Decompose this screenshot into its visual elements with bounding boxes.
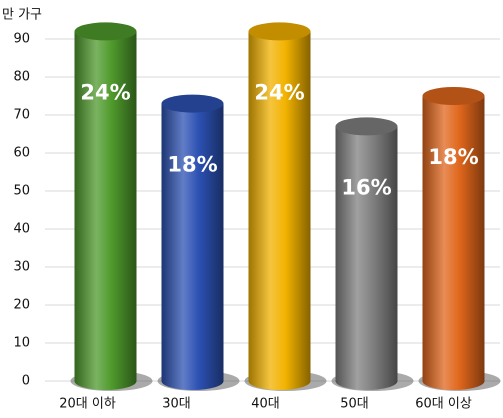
y-unit-label: 만 가구	[2, 8, 42, 23]
x-tick-label: 50대	[340, 397, 369, 412]
percent-label: 24%	[80, 80, 130, 104]
y-tick-label: 70	[13, 108, 30, 123]
percent-label: 16%	[341, 175, 391, 199]
y-tick-label: 0	[22, 374, 30, 389]
y-tick-label: 50	[13, 184, 30, 199]
percent-label: 18%	[167, 153, 217, 177]
y-tick-label: 90	[13, 32, 30, 47]
bar-top	[74, 22, 137, 41]
bar	[248, 31, 311, 382]
y-tick-label: 60	[13, 146, 30, 161]
bar	[422, 96, 485, 381]
y-tick-label: 10	[13, 336, 30, 351]
bar-top	[248, 22, 311, 41]
bar	[74, 31, 137, 382]
percent-label: 18%	[428, 145, 478, 169]
x-tick-label: 30대	[162, 397, 191, 412]
x-tick-label: 60대 이상	[415, 397, 472, 412]
bar	[161, 103, 224, 381]
y-tick-label: 30	[13, 260, 30, 275]
x-tick-label: 20대 이하	[59, 397, 116, 412]
y-tick-label: 20	[13, 298, 30, 313]
bar-top	[335, 117, 398, 136]
bar-top	[422, 87, 485, 105]
x-tick-label: 40대	[251, 397, 280, 412]
percent-label: 24%	[254, 80, 304, 104]
y-tick-label: 80	[13, 70, 30, 85]
bar-top	[161, 94, 224, 113]
bar	[335, 126, 398, 382]
y-tick-label: 40	[13, 222, 30, 237]
